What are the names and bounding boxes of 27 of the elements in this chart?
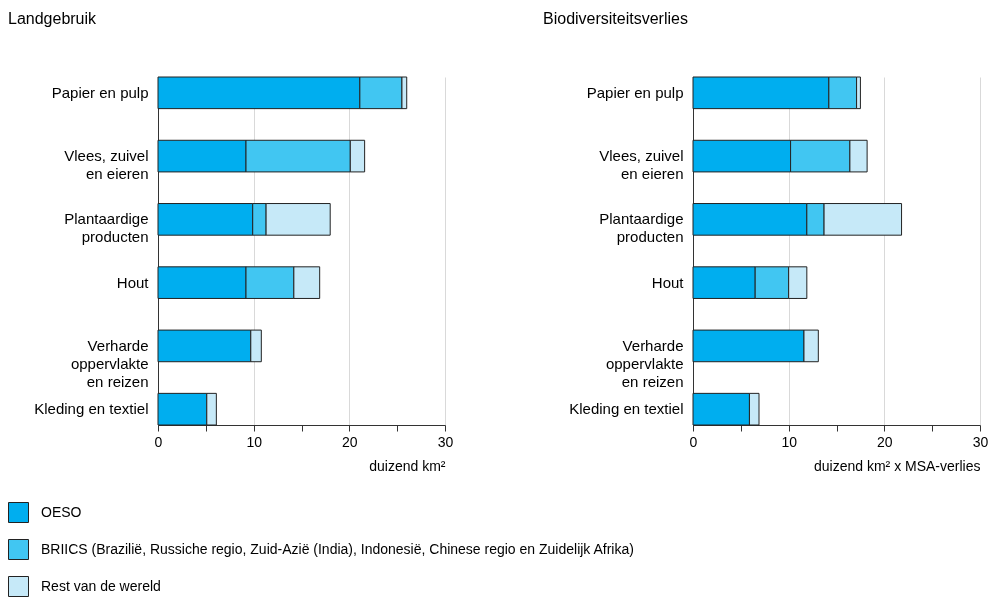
x-axis-title: duizend km² x MSA-verlies bbox=[814, 457, 981, 474]
x-tick-label: 10 bbox=[781, 433, 798, 450]
y-tick-label: Papier en pulp bbox=[586, 83, 684, 101]
y-tick-label: Vlees, zuivel en eieren bbox=[64, 147, 149, 183]
y-tick-label: Vlees, zuivel en eieren bbox=[599, 147, 684, 183]
y-tick-label: Kleding en textiel bbox=[34, 400, 149, 418]
x-tick-label: 30 bbox=[972, 433, 989, 450]
y-tick-label: Plantaardige producten bbox=[64, 210, 149, 246]
y-tick-label: Verharde oppervlakte en reizen bbox=[70, 336, 149, 390]
y-tick-label: Verharde oppervlakte en reizen bbox=[605, 336, 684, 390]
legend-label: BRIICS (Brazilië, Russiche regio, Zuid-Azië (India), Indonesië, Chinese regio en Zuidelijk Afrika) bbox=[41, 540, 634, 557]
x-tick-label: 20 bbox=[877, 433, 893, 450]
x-axis-title: duizend km² bbox=[369, 457, 446, 474]
y-tick-label: Plantaardige producten bbox=[599, 210, 684, 246]
y-tick-label: Papier en pulp bbox=[51, 83, 149, 101]
y-tick-label: Kleding en textiel bbox=[569, 400, 684, 418]
y-tick-label: Hout bbox=[116, 273, 150, 291]
chart-title: Biodiversiteitsverlies bbox=[543, 9, 688, 27]
x-tick-label: 30 bbox=[437, 433, 454, 450]
chart-title: Landgebruik bbox=[8, 9, 98, 27]
y-tick-label: Hout bbox=[651, 273, 685, 291]
x-tick-label: 0 bbox=[689, 433, 698, 450]
x-tick-label: 0 bbox=[154, 433, 163, 450]
legend-label: Rest van de wereld bbox=[41, 577, 161, 594]
x-tick-label: 20 bbox=[342, 433, 358, 450]
x-tick-label: 10 bbox=[246, 433, 263, 450]
legend-label: OESO bbox=[41, 503, 82, 520]
